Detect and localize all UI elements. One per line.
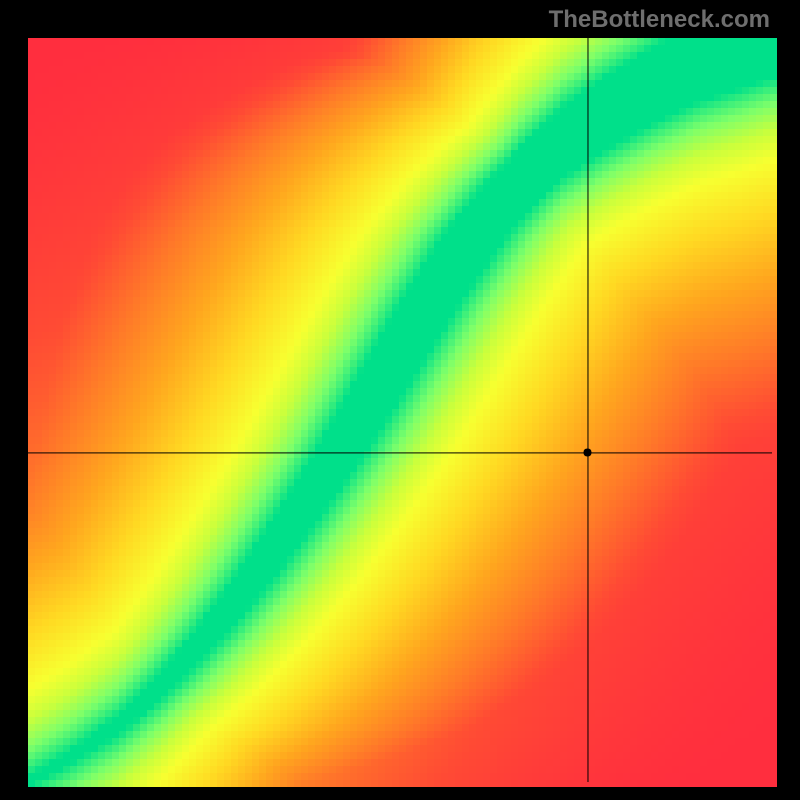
chart-container: TheBottleneck.com — [0, 0, 800, 800]
watermark-text: TheBottleneck.com — [549, 6, 770, 34]
crosshair-overlay — [0, 0, 800, 800]
